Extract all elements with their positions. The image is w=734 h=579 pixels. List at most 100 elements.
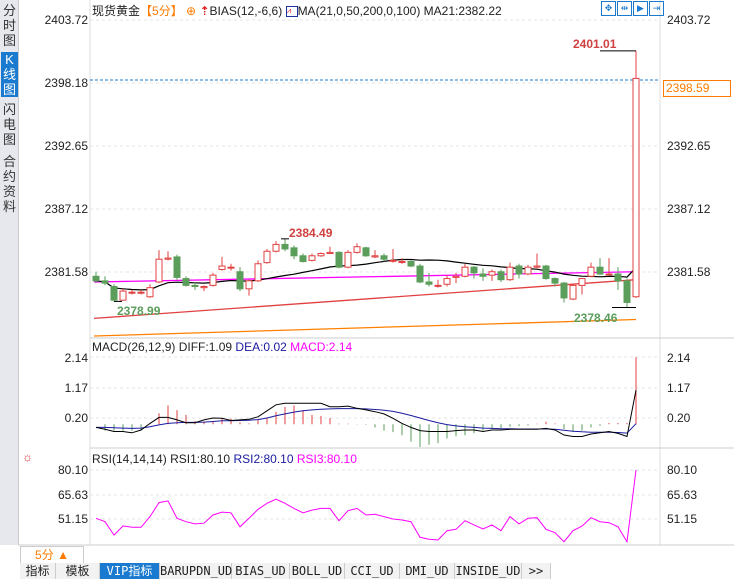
tab-bias-ud[interactable]: BIAS_UD bbox=[232, 563, 290, 579]
candle-body bbox=[470, 266, 478, 274]
candle-body bbox=[263, 250, 271, 264]
candle-body bbox=[533, 265, 541, 268]
candle bbox=[236, 267, 244, 292]
sidebar-item-flash[interactable]: 闪电图 bbox=[2, 102, 16, 147]
axis-left-tick: 2403.72 bbox=[44, 13, 88, 27]
rsi-axis-tick: 51.15 bbox=[57, 512, 88, 526]
candle bbox=[263, 248, 271, 264]
candle bbox=[461, 263, 469, 278]
settings-sun-icon[interactable]: ☼ bbox=[22, 450, 33, 464]
play-range-icon[interactable]: ▶ bbox=[633, 1, 648, 16]
candle bbox=[533, 253, 541, 269]
axis-right-tick: 2403.72 bbox=[667, 13, 711, 27]
tab-cci-ud[interactable]: CCI_UD bbox=[345, 563, 400, 579]
candle bbox=[443, 275, 451, 287]
candle bbox=[281, 238, 289, 252]
high-price-label: 2401.01 bbox=[573, 37, 617, 51]
candle-body bbox=[587, 266, 595, 277]
crosshair-toggle-icon[interactable]: ⊕ bbox=[186, 4, 197, 18]
candle-body bbox=[560, 282, 568, 299]
candle-body bbox=[614, 273, 622, 282]
candle-body bbox=[488, 271, 496, 276]
candle bbox=[569, 284, 577, 301]
macd-axis-tick: 2.14 bbox=[64, 351, 88, 365]
candle bbox=[101, 276, 109, 286]
candle bbox=[632, 50, 640, 298]
period-selector-label: 5分 bbox=[35, 548, 54, 562]
candle-body bbox=[452, 275, 460, 278]
candle-body bbox=[353, 246, 361, 253]
candle bbox=[218, 256, 226, 271]
candle bbox=[578, 278, 586, 295]
candlesticks bbox=[92, 50, 640, 308]
low-price-label: 2378.46 bbox=[574, 311, 618, 325]
candle bbox=[191, 281, 199, 290]
candle-body bbox=[506, 266, 514, 281]
candle bbox=[470, 266, 478, 279]
candle-body bbox=[515, 265, 523, 275]
crosshair-icon[interactable]: ✥ bbox=[601, 1, 616, 16]
candle-body bbox=[146, 287, 154, 298]
candle-body bbox=[308, 255, 316, 261]
macd-dea-value: DEA:0.02 bbox=[235, 340, 287, 354]
candle-body bbox=[524, 266, 532, 275]
candle bbox=[506, 262, 514, 281]
range-icon[interactable]: ⇹ bbox=[617, 1, 632, 16]
candle bbox=[380, 253, 388, 262]
tab-boll-ud[interactable]: BOLL_UD bbox=[290, 563, 345, 579]
view-sidebar: 分时图 K线图 闪电图 合约资料 bbox=[0, 0, 19, 545]
candle bbox=[209, 272, 217, 287]
candle-body bbox=[119, 290, 127, 301]
candle bbox=[560, 281, 568, 303]
candle-body bbox=[344, 251, 352, 268]
sidebar-item-kline[interactable]: K线图 bbox=[1, 52, 18, 97]
rsi-header: RSI(14,14,14) RSI1:80.10 RSI2:80.10 RSI3… bbox=[92, 452, 357, 466]
candle-body bbox=[578, 278, 586, 286]
tab-indicators[interactable]: 指标 bbox=[20, 563, 56, 579]
sidebar-item-timeshare[interactable]: 分时图 bbox=[2, 3, 16, 48]
candle-body bbox=[137, 291, 145, 294]
tab-more[interactable]: >> bbox=[522, 563, 551, 579]
candle-body bbox=[443, 278, 451, 285]
candle bbox=[605, 258, 613, 276]
axis-left-tick: 2387.12 bbox=[44, 202, 88, 216]
candle-body bbox=[362, 247, 370, 257]
tab-inside-ud[interactable]: INSIDE_UD bbox=[455, 563, 522, 579]
candle-body bbox=[254, 263, 262, 282]
candle-body bbox=[461, 266, 469, 277]
macd-axis-tick: 1.17 bbox=[667, 381, 691, 395]
candle-body bbox=[479, 273, 487, 277]
candle bbox=[416, 263, 424, 284]
tab-barupdn-ud[interactable]: BARUPDN_UD bbox=[160, 563, 233, 579]
macd-title[interactable]: MACD(26,12,9) bbox=[92, 340, 176, 354]
tab-templates[interactable]: 模板 bbox=[56, 563, 100, 579]
candle bbox=[389, 248, 397, 263]
sidebar-item-contract-info[interactable]: 合约资料 bbox=[2, 154, 16, 214]
symbol-name: 现货黄金 bbox=[92, 4, 141, 18]
candle bbox=[317, 252, 325, 257]
candle-body bbox=[371, 255, 379, 258]
goto-end-icon[interactable]: ⇥ bbox=[649, 1, 664, 16]
rsi-axis-tick: 80.10 bbox=[667, 463, 698, 477]
rsi2-value: RSI2:80.10 bbox=[233, 452, 294, 466]
current-price-tag: 2398.59 bbox=[663, 80, 731, 97]
candle bbox=[623, 278, 631, 308]
candle bbox=[254, 260, 262, 282]
candle bbox=[434, 279, 442, 288]
rsi-title[interactable]: RSI(14,14,14) bbox=[92, 452, 167, 466]
candle bbox=[227, 263, 235, 271]
candle bbox=[173, 254, 181, 280]
ma21-value: MA21:2382.22 bbox=[423, 4, 502, 18]
candle bbox=[515, 263, 523, 279]
candle bbox=[245, 279, 253, 296]
period-selector[interactable]: 5分 ▲ bbox=[20, 546, 84, 564]
candle-body bbox=[227, 266, 235, 269]
tab-vip-indicators[interactable]: VIP指标 bbox=[100, 563, 160, 579]
candle bbox=[344, 250, 352, 269]
candle bbox=[128, 289, 136, 295]
bias-label[interactable]: BIAS(12,-6,6) bbox=[209, 4, 283, 18]
tab-dmi-ud[interactable]: DMI_UD bbox=[400, 563, 455, 579]
axis-left-tick: 2398.18 bbox=[44, 76, 88, 90]
ma-label[interactable]: MA(21,0,50,200,0,100) bbox=[297, 4, 421, 18]
